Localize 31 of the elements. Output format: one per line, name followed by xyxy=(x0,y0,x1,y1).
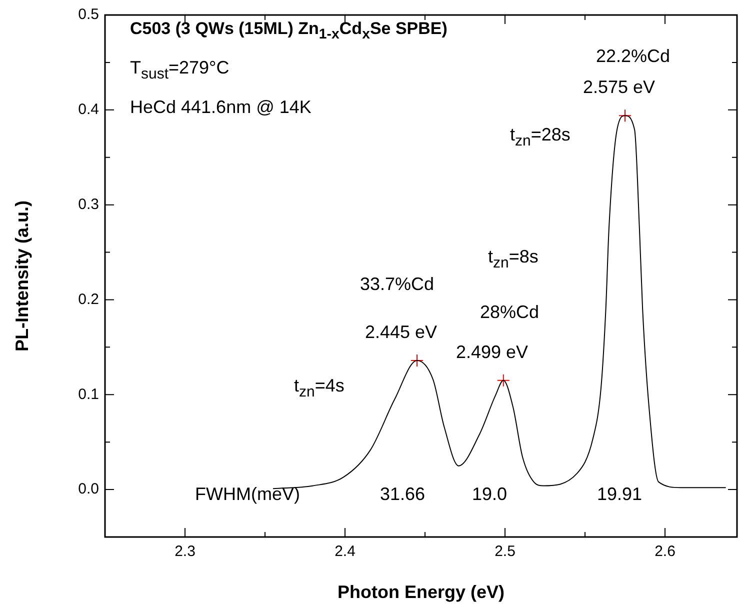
point xyxy=(410,354,424,367)
y-tick-label: 0.2 xyxy=(78,290,99,308)
annotation: T$_{sust}$=279°C xyxy=(130,58,230,82)
annotation: 19.0 xyxy=(472,484,508,504)
annotation: 33.7%Cd xyxy=(360,274,434,294)
chart-title: C503 (3 QWs (15ML) Zn$_{1-x}$Cd$_{x}$Se SPBE) xyxy=(130,19,448,43)
annotation: 28%Cd xyxy=(480,302,540,322)
annotation: HeCd 441.6nm @ 14K xyxy=(130,97,312,117)
point xyxy=(496,374,510,387)
x-tick-label: 2.5 xyxy=(494,543,516,560)
annotation: 2.575 eV xyxy=(583,77,656,97)
y-tick-label: 0.5 xyxy=(78,6,99,24)
annotation: t$_{zn}$=28s xyxy=(510,124,570,150)
annotation: FWHM(meV) xyxy=(195,484,300,504)
annotation: t$_{zn}$=4s xyxy=(294,376,344,400)
y-tick-label: 0.4 xyxy=(78,101,99,118)
annotation: 2.499 eV xyxy=(456,342,528,362)
point xyxy=(618,109,632,122)
annotation: 2.445 eV xyxy=(365,322,438,342)
x-axis-title: Photon Energy (eV) xyxy=(337,582,505,602)
x-tick-label: 2.4 xyxy=(334,543,356,560)
annotation: 19.91 xyxy=(597,484,642,504)
x-tick-label: 2.6 xyxy=(654,543,676,560)
annotation: 22.2%Cd xyxy=(596,46,670,66)
y-tick-label: 0.3 xyxy=(78,196,99,213)
x-tick-label: 2.3 xyxy=(174,543,196,560)
y-tick-label: 0.1 xyxy=(78,386,99,403)
annotation: t$_{zn}$=8s xyxy=(488,246,538,272)
y-tick-label: 0.0 xyxy=(78,480,99,498)
annotation: 31.66 xyxy=(380,484,426,504)
y-axis-title: PL-Intensity (a.u.) xyxy=(12,200,32,352)
